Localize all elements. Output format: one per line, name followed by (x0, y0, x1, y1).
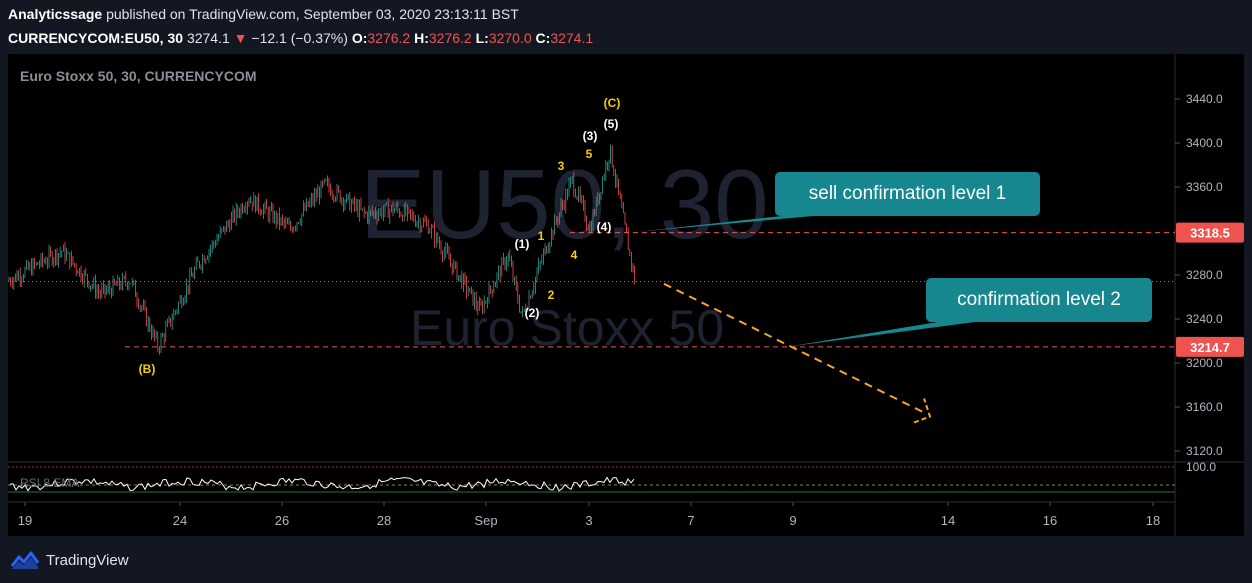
x-tick-label: 28 (377, 513, 391, 528)
open-label: O: (351, 30, 368, 46)
x-tick-label: 7 (687, 513, 694, 528)
publish-info: Analyticssage published on TradingView.c… (8, 6, 519, 22)
x-tick-label: 24 (173, 513, 187, 528)
callout-box (775, 172, 1040, 216)
last-price: 3274.1 (186, 30, 230, 46)
high-label: H: (414, 30, 429, 46)
x-tick-label: 18 (1146, 513, 1160, 528)
close-value: 3274.1 (550, 30, 594, 46)
wave-label[interactable]: 3 (558, 159, 565, 173)
callout-text: sell confirmation level 1 (809, 183, 1006, 204)
callout-pointer (786, 320, 990, 347)
rsi-label: RSI 8 EMA (20, 476, 79, 490)
wave-label[interactable]: 2 (548, 288, 555, 302)
arrow-head-icon (913, 398, 932, 424)
brand-name: TradingView (46, 551, 129, 569)
low-label: L: (475, 30, 489, 46)
wave-label[interactable]: (B) (139, 362, 156, 376)
high-value: 3276.2 (428, 30, 472, 46)
x-tick-label: 14 (941, 513, 955, 528)
rsi-tick-label: 100.0 (1186, 460, 1216, 474)
wave-label[interactable]: (5) (604, 117, 619, 131)
x-tick-label: 26 (275, 513, 289, 528)
tradingview-logo-icon (10, 551, 40, 569)
x-tick-label: 19 (18, 513, 32, 528)
rsi-line (9, 476, 635, 492)
callout-text: confirmation level 2 (957, 289, 1121, 310)
open-value: 3276.2 (367, 30, 411, 46)
pane-title: Euro Stoxx 50, 30, CURRENCYCOM (20, 68, 257, 84)
y-tick-label: 3240.0 (1186, 312, 1223, 326)
price-badge-level-2 (1176, 336, 1244, 357)
y-tick-label: 3400.0 (1186, 136, 1223, 150)
y-tick-label: 3280.0 (1186, 268, 1223, 282)
projection-arrow[interactable] (663, 282, 925, 414)
x-tick-label: 16 (1043, 513, 1057, 528)
watermark-name: Euro Stoxx 50 (410, 300, 724, 356)
y-tick-label: 3200.0 (1186, 356, 1223, 370)
wave-label[interactable]: 1 (538, 229, 545, 243)
low-value: 3270.0 (488, 30, 532, 46)
y-tick-label: 3120.0 (1186, 444, 1223, 458)
wave-label[interactable]: 4 (571, 248, 578, 262)
wave-label[interactable]: (3) (583, 129, 598, 143)
ohlc-legend: CURRENCYCOM:EU50, 30 3274.1 ▼ −12.1 (−0.… (8, 30, 593, 46)
price-badge-level-2-text: 3214.7 (1190, 340, 1230, 355)
x-tick-label: Sep (474, 513, 497, 528)
callout-box (926, 278, 1152, 322)
wave-label[interactable]: (2) (525, 306, 540, 320)
wave-label[interactable]: (C) (604, 96, 621, 110)
y-tick-label: 3360.0 (1186, 180, 1223, 194)
x-tick-label: 3 (585, 513, 592, 528)
x-tick-label: 9 (789, 513, 796, 528)
wave-label[interactable]: (4) (597, 220, 612, 234)
publish-text: published on TradingView.com, September … (106, 6, 519, 22)
symbol-label[interactable]: CURRENCYCOM:EU50, 30 (8, 30, 184, 46)
callout-sell-level-1[interactable]: sell confirmation level 1 (636, 172, 1040, 232)
y-tick-label: 3160.0 (1186, 400, 1223, 414)
price-change: −12.1 (−0.37%) (251, 30, 348, 46)
y-tick-label: 3440.0 (1186, 92, 1223, 106)
footer-brand[interactable]: TradingView (10, 548, 129, 572)
price-badge-level-1-text: 3318.5 (1190, 226, 1230, 241)
wave-label[interactable]: 5 (586, 147, 593, 161)
close-label: C: (535, 30, 551, 46)
callout-level-2[interactable]: confirmation level 2 (786, 278, 1152, 347)
price-badge-level-1 (1176, 222, 1244, 243)
wave-label[interactable]: (1) (515, 237, 530, 251)
author-name[interactable]: Analyticssage (8, 6, 103, 22)
callout-pointer (636, 214, 836, 232)
down-arrow-icon: ▼ (233, 30, 248, 46)
